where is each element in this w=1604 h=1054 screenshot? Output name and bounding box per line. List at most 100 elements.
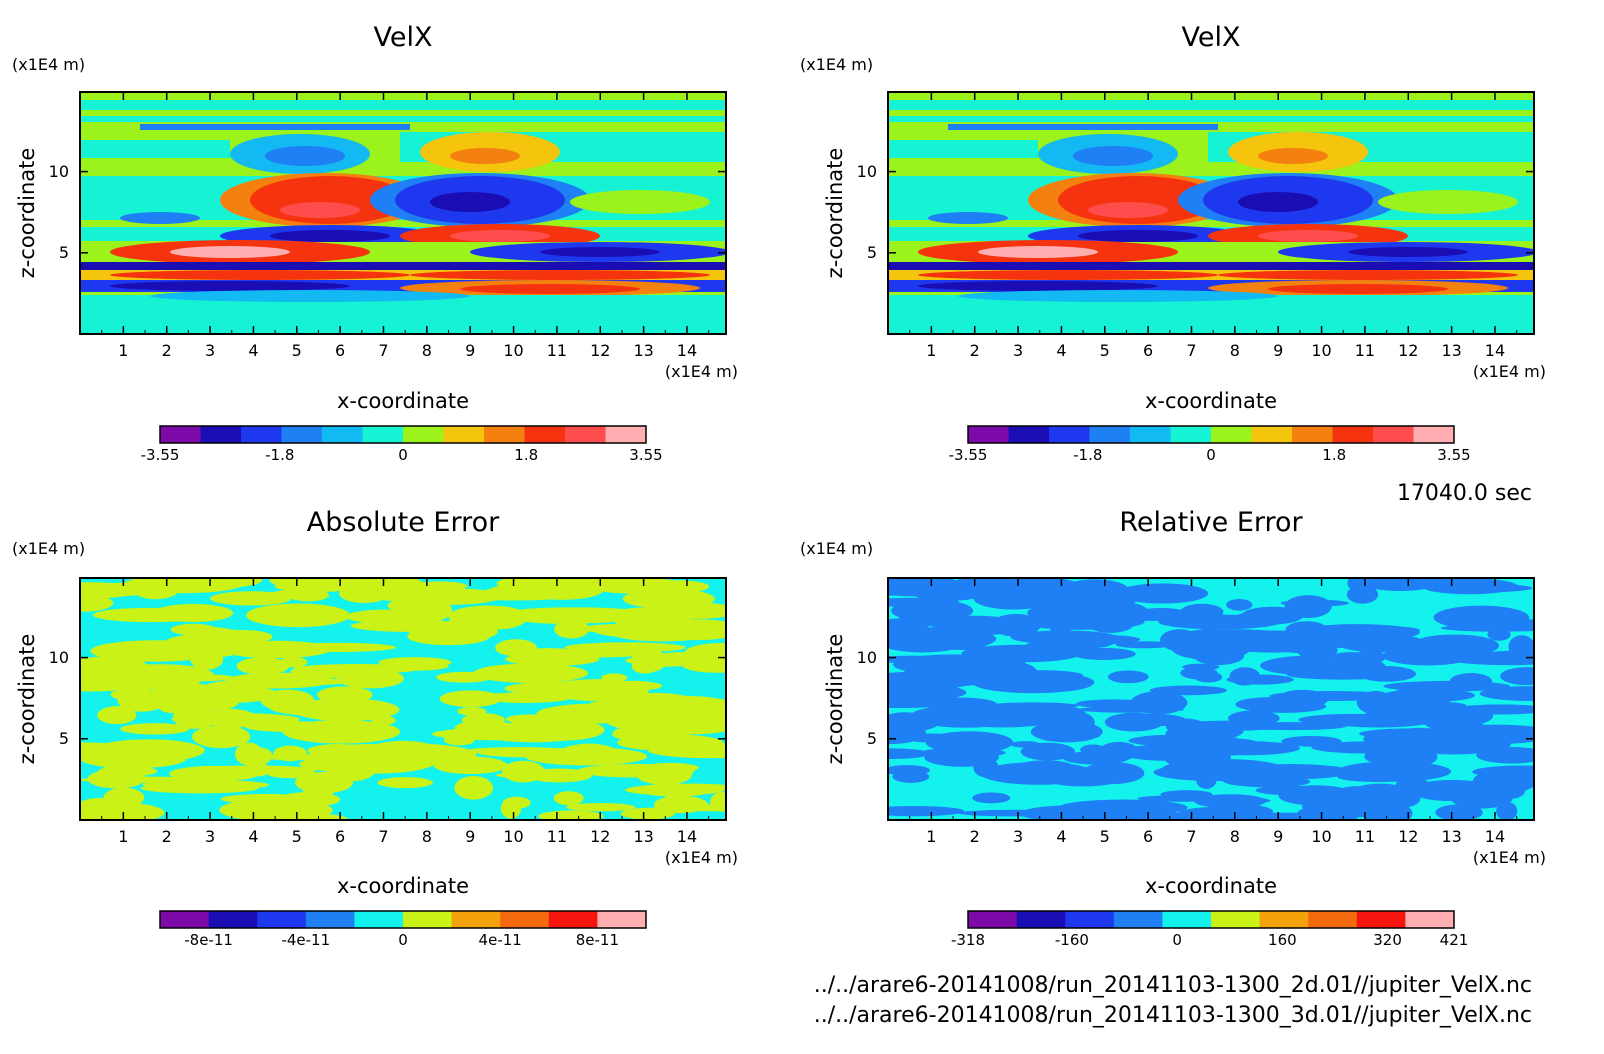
error-patch (599, 584, 668, 594)
error-patch (1398, 735, 1482, 748)
colorbar-swatch (362, 426, 404, 443)
y-unit-label: (x1E4 m) (800, 539, 873, 558)
colorbar-tick-label: -3.55 (141, 446, 180, 464)
error-patch (1172, 720, 1285, 731)
colorbar-swatch (968, 426, 1009, 443)
x-tick-label: 13 (1441, 827, 1461, 846)
plot-frame (79, 91, 727, 335)
error-patch (290, 665, 377, 678)
error-patch (1196, 771, 1217, 789)
colorbar-swatch (597, 911, 647, 928)
error-patch (302, 780, 334, 803)
error-patch (612, 726, 654, 739)
error-patch (1301, 794, 1399, 818)
chart-title: VelX (374, 22, 433, 53)
error-patch (495, 772, 559, 779)
error-patch (1226, 674, 1294, 685)
x-tick-label: 14 (677, 341, 697, 360)
error-patch (961, 644, 1082, 663)
x-tick-label: 13 (1441, 341, 1461, 360)
x-axis-ticks: 1 2 3 4 5 6 7 8 9 10 11 12 13 14 (80, 92, 726, 360)
error-patch (204, 709, 258, 729)
x-tick-label: 9 (1273, 827, 1283, 846)
colorbar-tick-label: 4e-11 (479, 931, 522, 949)
colorbar-swatch (281, 426, 323, 443)
error-patch (97, 706, 137, 725)
error-patch (1496, 801, 1518, 820)
error-patch (1235, 612, 1275, 622)
x-tick-label: 5 (292, 827, 302, 846)
x-tick-label: 4 (1056, 827, 1066, 846)
error-patch (1180, 666, 1218, 680)
x-tick-label: 5 (292, 341, 302, 360)
error-patch (636, 763, 693, 785)
error-patch (387, 597, 448, 614)
error-patch (1278, 694, 1314, 708)
x-tick-label: 5 (1100, 341, 1110, 360)
error-patch (1030, 705, 1086, 723)
x-tick-label: 4 (248, 341, 258, 360)
error-patch (169, 765, 260, 782)
error-patch (544, 679, 649, 701)
error-patch (1108, 620, 1133, 631)
colorbar-swatch (484, 426, 525, 443)
error-patch (160, 633, 253, 658)
error-patch (495, 639, 537, 657)
x-tick-label: 7 (378, 827, 388, 846)
error-patch (566, 803, 636, 812)
x-tick-label: 1 (926, 341, 936, 360)
colorbar-tick-label: -1.8 (265, 446, 294, 464)
y-tick-5: 5 (59, 243, 69, 262)
x-tick-label: 5 (1100, 827, 1110, 846)
x-tick-label: 14 (677, 827, 697, 846)
plot-frame (887, 91, 1535, 335)
x-axis-label: x-coordinate (1145, 874, 1277, 898)
colorbar-swatch (605, 426, 647, 443)
error-patch (690, 709, 725, 725)
colorbar-swatch (1170, 426, 1212, 443)
error-patch (450, 728, 472, 743)
colorbar-swatch (1356, 911, 1406, 928)
colorbar-swatch (1065, 911, 1115, 928)
error-patch (377, 777, 433, 789)
x-tick-label: 4 (248, 827, 258, 846)
x-tick-label: 1 (118, 341, 128, 360)
x-tick-label: 13 (633, 827, 653, 846)
colorbar-swatch (257, 911, 307, 928)
error-patch (1049, 730, 1101, 741)
colorbar-swatch (1251, 426, 1293, 443)
error-patch (888, 692, 962, 709)
heatmap-field (888, 92, 1534, 334)
error-patch (477, 722, 590, 743)
error-patch (299, 755, 428, 773)
colorbar: -8e-11 -4e-11 0 4e-11 8e-11 (159, 910, 647, 949)
colorbar-swatch (1113, 911, 1163, 928)
error-patch (172, 705, 218, 729)
error-patch (378, 657, 452, 668)
error-patch (96, 582, 153, 596)
x-tick-label: 14 (1485, 827, 1505, 846)
x-tick-label: 8 (1230, 827, 1240, 846)
time-label: 17040.0 sec (1397, 481, 1532, 506)
x-tick-label: 6 (335, 827, 345, 846)
chart-title: VelX (1182, 22, 1241, 53)
x-tick-label: 6 (1143, 341, 1153, 360)
panel-relative-error: Relative Error (x1E4 m) z-coordinate 10 … (800, 507, 1546, 949)
y-unit-label: (x1E4 m) (12, 55, 85, 74)
error-patch (682, 657, 726, 673)
error-patch (408, 620, 498, 642)
y-axis-label: z-coordinate (15, 634, 39, 765)
x-axis-ticks: 1 2 3 4 5 6 7 8 9 10 11 12 13 14 (888, 92, 1534, 360)
error-patch (1107, 670, 1149, 684)
colorbar-swatch (1049, 426, 1090, 443)
error-patch (267, 813, 348, 820)
error-patch (564, 642, 686, 653)
colorbar-swatch (322, 426, 363, 443)
colorbar-swatch (1259, 911, 1309, 928)
error-patch (925, 731, 1014, 754)
colorbar-tick-label: 8e-11 (576, 931, 619, 949)
y-unit-label: (x1E4 m) (12, 539, 85, 558)
colorbar-swatch (1405, 911, 1455, 928)
file-path-2d: ../../arare6-20141008/run_20141103-1300_… (814, 973, 1532, 998)
